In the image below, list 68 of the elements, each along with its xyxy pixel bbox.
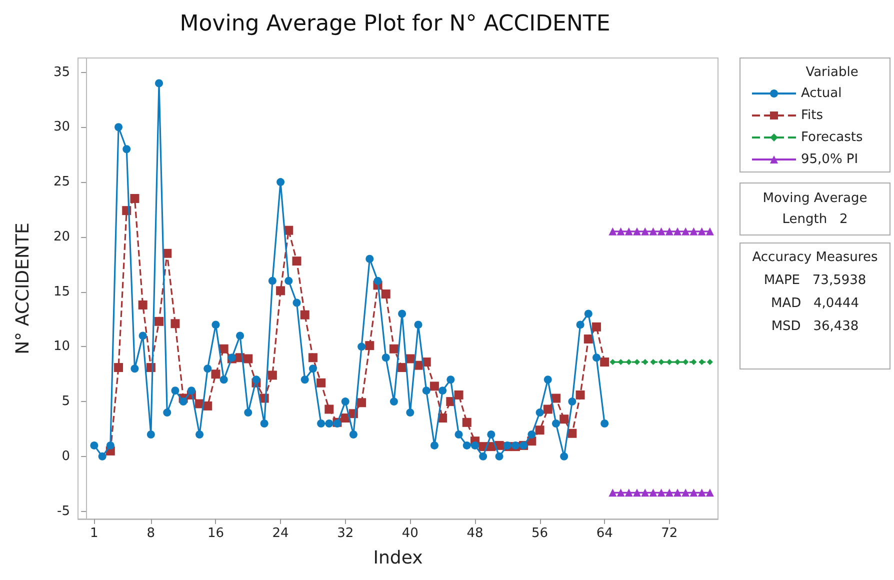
point <box>624 488 633 497</box>
point <box>610 359 616 366</box>
point <box>608 488 617 497</box>
y-tick-label: 10 <box>53 339 70 354</box>
text: MAPE 73,5938 <box>764 273 866 288</box>
legend-label: Forecasts <box>801 130 864 145</box>
text: Accuracy Measures <box>752 250 878 265</box>
point <box>657 227 666 236</box>
text: MSD 36,438 <box>771 319 859 334</box>
point <box>673 227 682 236</box>
point <box>650 359 656 366</box>
legend-title: Variable <box>806 65 858 80</box>
legend-label: Fits <box>801 108 824 123</box>
point <box>690 359 697 366</box>
point <box>690 488 698 497</box>
point <box>673 488 682 497</box>
x-tick-label: 72 <box>661 526 678 541</box>
point <box>649 488 658 497</box>
point <box>698 359 705 366</box>
legend-label: Actual <box>801 86 842 101</box>
y-tick-label: 15 <box>53 284 70 300</box>
y-tick-label: 20 <box>53 229 70 244</box>
y-tick-label: 0 <box>62 448 70 464</box>
point <box>624 227 633 236</box>
point <box>608 227 617 236</box>
x-tick-label: 16 <box>207 526 224 541</box>
y-tick-label: 30 <box>53 120 70 135</box>
point <box>616 227 625 236</box>
point <box>682 488 690 497</box>
point <box>706 359 713 366</box>
text: MAD 4,0444 <box>770 296 860 311</box>
point <box>642 359 648 366</box>
text: Length 2 <box>782 212 848 227</box>
point <box>658 359 664 366</box>
point <box>641 488 650 497</box>
point <box>682 359 689 366</box>
legend-label: 95,0% PI <box>801 152 858 167</box>
x-axis-title: Index <box>373 548 424 568</box>
x-tick-label: 64 <box>596 526 613 541</box>
point <box>649 227 658 236</box>
point <box>698 227 706 236</box>
chart-title: Moving Average Plot for N° ACCIDENTE <box>180 12 610 36</box>
x-tick-label: 32 <box>337 526 354 541</box>
y-axis-title: N° ACCIDENTE <box>12 222 34 354</box>
point <box>690 227 698 236</box>
point <box>698 488 706 497</box>
point <box>682 227 690 236</box>
x-tick-label: 48 <box>466 526 484 541</box>
point <box>706 488 714 497</box>
x-tick-label: 1 <box>90 526 98 541</box>
point <box>641 227 650 236</box>
text: Moving Average <box>762 191 868 206</box>
point <box>632 488 641 497</box>
point <box>616 488 625 497</box>
point <box>665 227 674 236</box>
x-tick-label: 56 <box>532 526 548 541</box>
point <box>706 227 714 236</box>
y-tick-label: 5 <box>62 394 70 410</box>
y-tick-label: 35 <box>53 64 70 80</box>
x-tick-label: 24 <box>272 526 289 541</box>
point <box>657 488 666 497</box>
point <box>665 488 674 497</box>
x-tick-label: 8 <box>146 526 156 541</box>
x-tick-label: 40 <box>402 526 418 541</box>
point <box>632 227 641 236</box>
y-tick-label: 25 <box>53 174 70 190</box>
point <box>618 359 624 366</box>
y-tick-label: -5 <box>57 504 70 519</box>
